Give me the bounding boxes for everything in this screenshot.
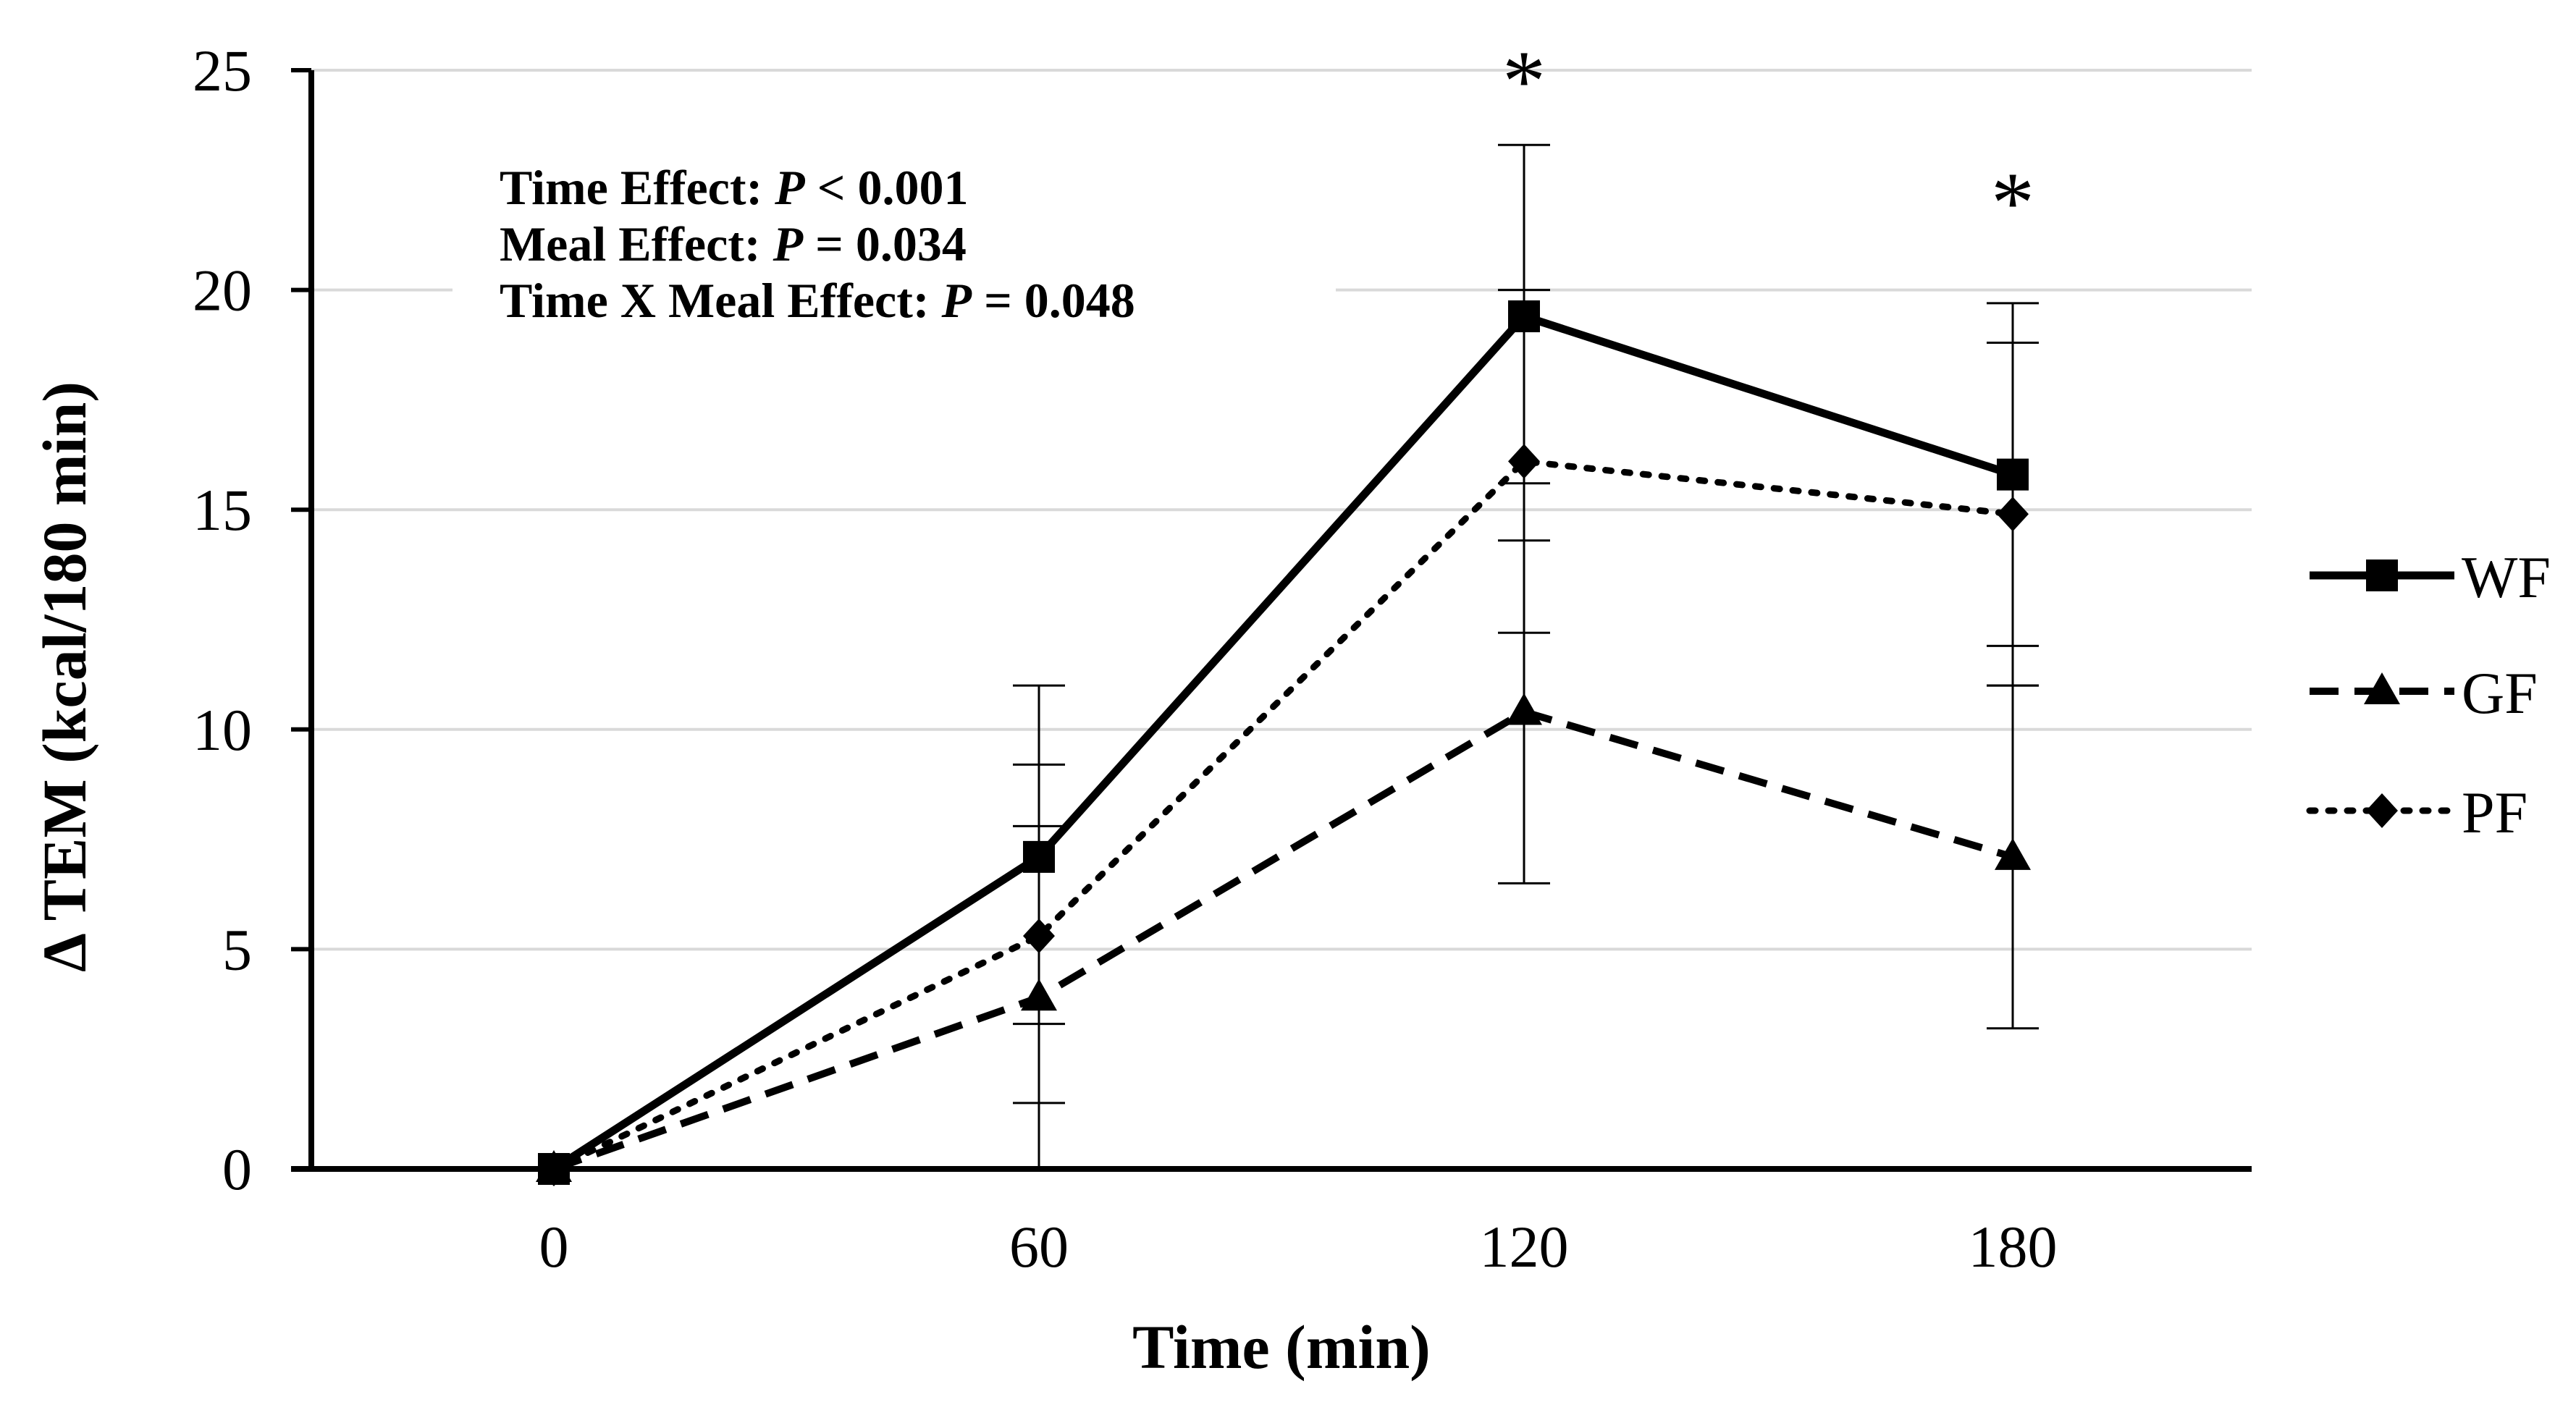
stats-value: = 0.034 xyxy=(803,216,967,271)
legend-item-pf: PF xyxy=(2306,780,2527,845)
point-pf-180 xyxy=(1997,497,2029,532)
stats-label: Time X Meal Effect: xyxy=(500,273,942,328)
y-tick-label-0: 0 xyxy=(222,1136,252,1202)
legend-item-wf: WF xyxy=(2310,544,2551,610)
legend-label-wf: WF xyxy=(2462,544,2551,610)
y-tick-labels: 0 5 10 15 20 25 xyxy=(193,38,252,1202)
stats-value: = 0.048 xyxy=(972,273,1135,328)
stats-line-3: Time X Meal Effect: P = 0.048 xyxy=(500,273,1135,328)
series-markers xyxy=(536,300,2031,1186)
point-pf-60 xyxy=(1023,919,1055,954)
series-line-pf xyxy=(550,457,2016,1173)
x-tick-label-60: 60 xyxy=(1009,1214,1069,1280)
stats-line-2: Meal Effect: P = 0.034 xyxy=(500,216,967,271)
y-axis-title: Δ TEM (kcal/180 min) xyxy=(30,381,99,972)
stats-p-symbol: P xyxy=(774,160,805,215)
stats-p-symbol: P xyxy=(773,216,804,271)
legend-item-gf: GF xyxy=(2310,660,2538,726)
series-line-wf xyxy=(552,312,2014,1173)
point-wf-120 xyxy=(1508,300,1540,333)
y-tick-label-15: 15 xyxy=(193,477,252,543)
stats-value: < 0.001 xyxy=(805,160,969,215)
stats-label: Time Effect: xyxy=(500,160,775,215)
series-line-gf xyxy=(552,708,2014,1173)
point-wf-180 xyxy=(1997,458,2029,491)
x-tick-label-0: 0 xyxy=(539,1214,569,1280)
significance-marker-180: * xyxy=(1991,154,2034,250)
stats-p-symbol: P xyxy=(941,273,972,328)
stats-background xyxy=(453,152,1336,347)
y-tick-label-10: 10 xyxy=(193,697,252,763)
point-gf-60 xyxy=(1021,979,1057,1011)
legend: WF GF PF xyxy=(2306,544,2551,845)
axes xyxy=(291,68,2252,1172)
legend-marker-gf xyxy=(2364,672,2400,704)
significance-markers: ** xyxy=(1502,33,2034,250)
x-tick-label-180: 180 xyxy=(1969,1214,2058,1280)
x-tick-labels: 0 60 120 180 xyxy=(539,1214,2058,1280)
x-tick-label-120: 120 xyxy=(1480,1214,1569,1280)
x-axis-title: Time (min) xyxy=(1132,1312,1431,1382)
y-tick-label-25: 25 xyxy=(193,38,252,104)
stats-label: Meal Effect: xyxy=(500,216,773,271)
legend-label-pf: PF xyxy=(2462,780,2527,845)
point-gf-120 xyxy=(1506,693,1542,725)
stats-line-1: Time Effect: P < 0.001 xyxy=(500,160,968,215)
legend-marker-pf xyxy=(2366,793,2398,828)
legend-marker-wf xyxy=(2366,559,2398,591)
point-wf-60 xyxy=(1023,840,1055,873)
y-tick-label-20: 20 xyxy=(193,258,252,324)
legend-label-gf: GF xyxy=(2462,660,2538,726)
point-gf-180 xyxy=(1995,837,2031,870)
y-tick-label-5: 5 xyxy=(222,916,252,982)
point-pf-120 xyxy=(1508,444,1540,479)
series-lines xyxy=(550,312,2016,1173)
significance-marker-120: * xyxy=(1502,33,1546,129)
